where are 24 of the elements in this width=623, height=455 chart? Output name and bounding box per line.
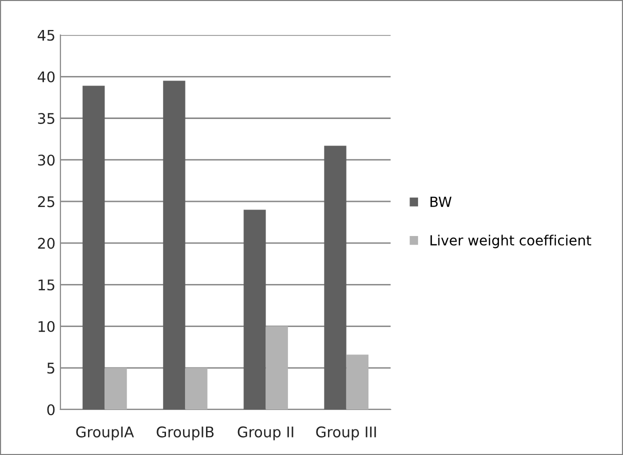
y-tick-label: 5 [47, 362, 54, 374]
y-tick-label: 15 [38, 280, 54, 290]
bar [163, 80, 186, 410]
y-tick-label: 25 [38, 196, 54, 208]
y-tick-label: 40 [38, 71, 55, 82]
legend-label: BW [430, 196, 452, 207]
bar [244, 210, 266, 410]
y-tick-label: 45 [38, 30, 54, 41]
y-tick-label: 10 [38, 321, 55, 332]
y-tick-label: 35 [38, 112, 54, 124]
x-tick-label: GroupIB [156, 426, 214, 440]
x-tick-label: Group III [316, 426, 376, 440]
y-tick-label: 20 [38, 238, 55, 249]
y-tick-label: 0 [47, 404, 55, 416]
x-tick-label: GroupIA [76, 426, 134, 440]
bar [82, 86, 105, 410]
legend-label: Liver weight coefficient [430, 234, 592, 248]
bar [104, 368, 127, 410]
y-tick-label: 30 [38, 154, 55, 166]
bar [346, 354, 368, 410]
bar [266, 326, 288, 410]
x-tick-label: Group II [238, 426, 294, 440]
bar [324, 146, 346, 410]
bar [185, 368, 208, 410]
